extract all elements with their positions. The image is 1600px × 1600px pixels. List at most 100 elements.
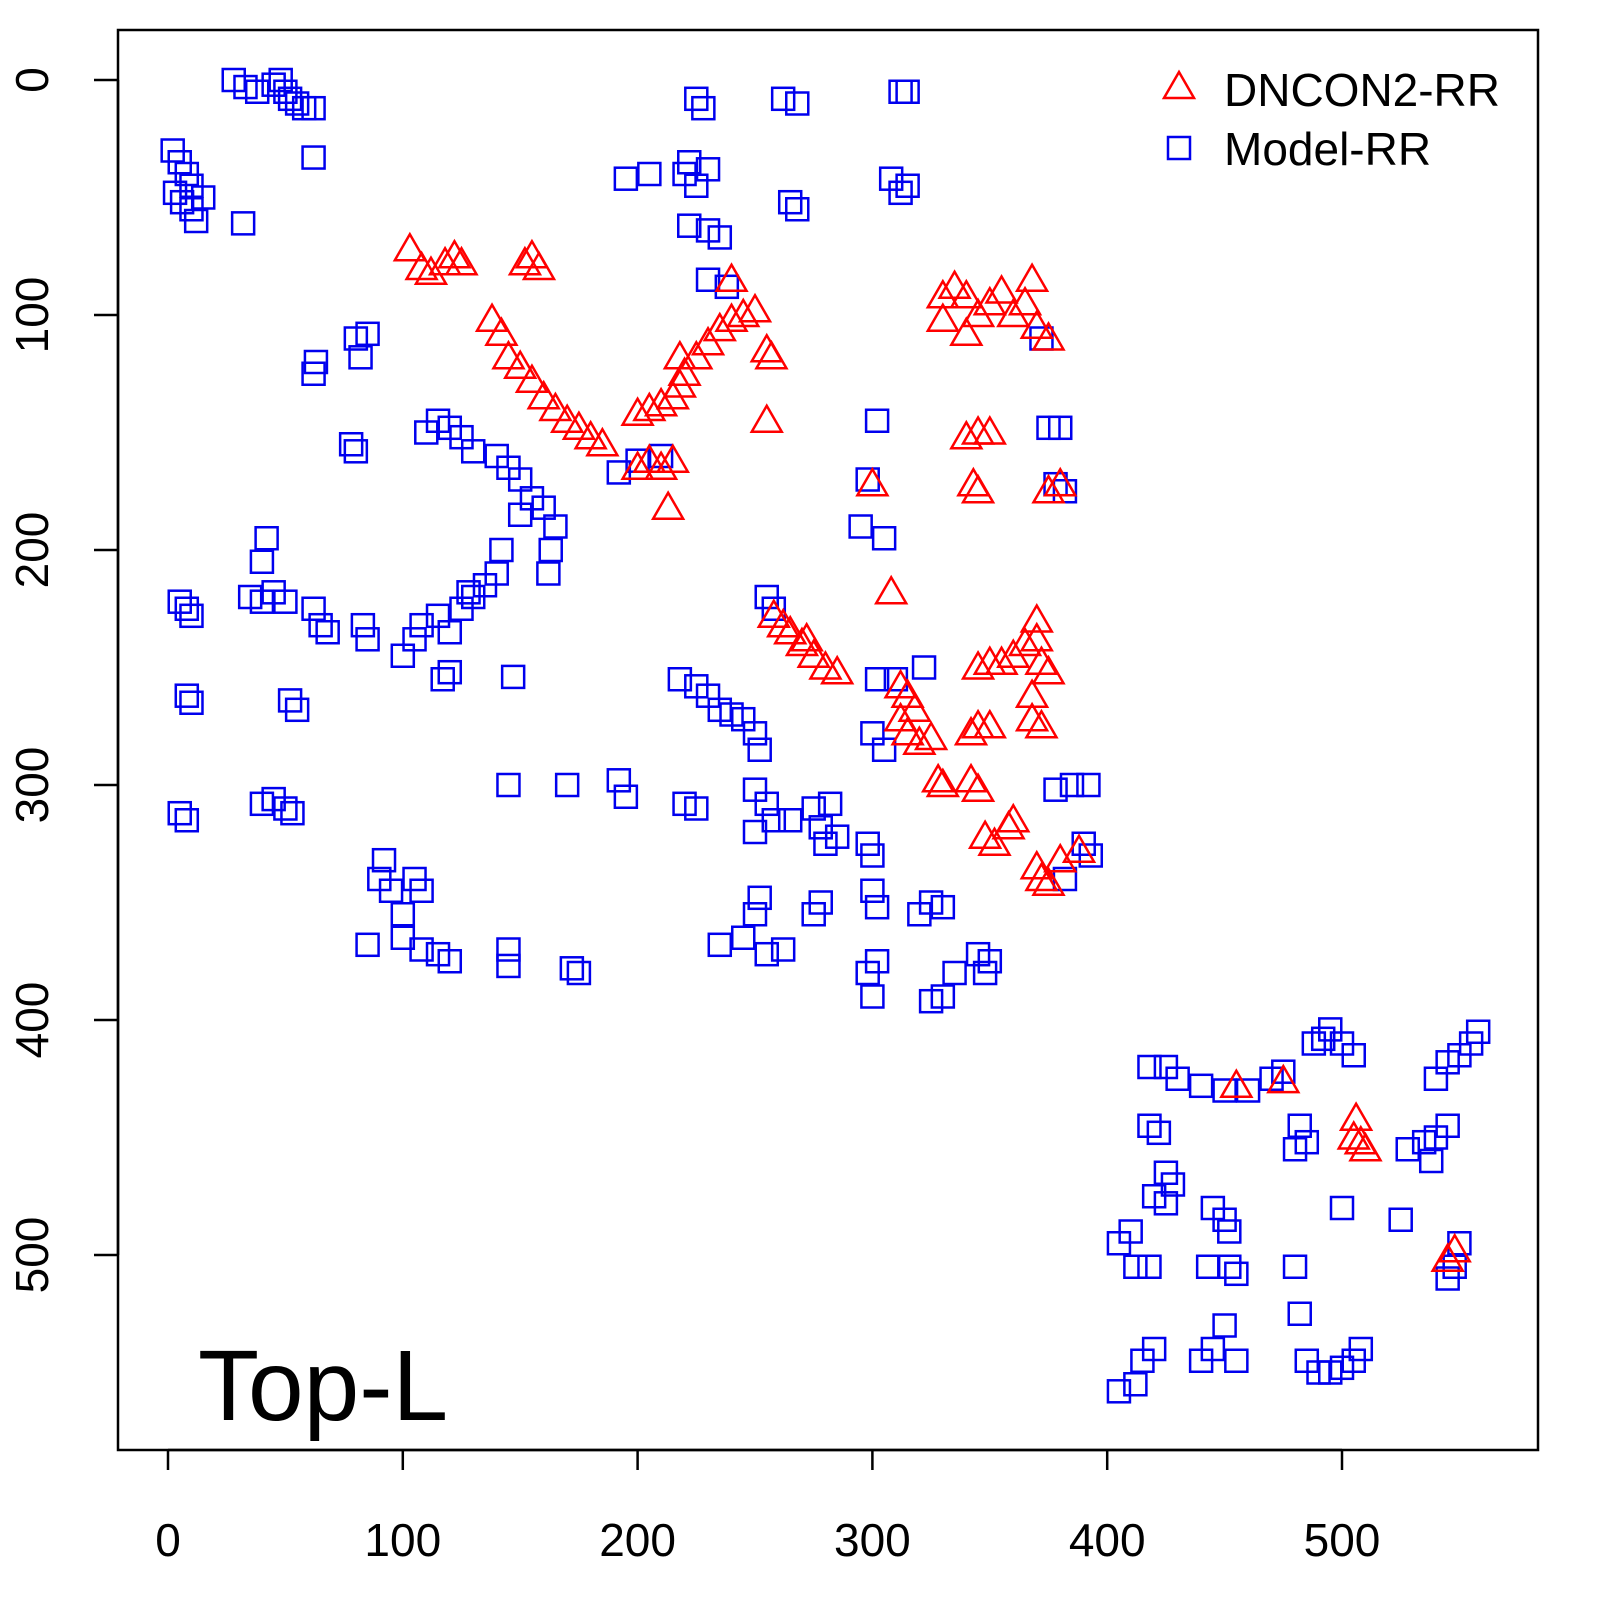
dncon2-rr-point bbox=[1219, 1068, 1254, 1099]
dncon2-rr-point bbox=[444, 245, 479, 276]
dncon2-rr-point bbox=[526, 379, 561, 410]
model-rr-point bbox=[179, 690, 204, 715]
model-rr-point bbox=[864, 408, 890, 433]
dncon2-rr-point bbox=[521, 250, 557, 281]
model-rr-point bbox=[301, 596, 326, 621]
dncon2-rr-point bbox=[1014, 701, 1050, 732]
dncon2-rr-point bbox=[925, 767, 961, 798]
model-rr-point bbox=[747, 885, 772, 911]
model-rr-point bbox=[174, 808, 200, 833]
dncon2-rr-point bbox=[737, 292, 773, 323]
model-rr-point bbox=[496, 772, 521, 798]
model-rr-point bbox=[637, 161, 662, 187]
dncon2-rr-point bbox=[1031, 473, 1066, 504]
model-rr-point bbox=[244, 79, 270, 104]
model-rr-point bbox=[930, 894, 956, 920]
model-rr-point bbox=[348, 345, 373, 370]
model-rr-point bbox=[860, 843, 885, 868]
dncon2-rr-point bbox=[1031, 654, 1066, 685]
legend: DNCON2-RR Model-RR bbox=[1161, 64, 1500, 175]
model-rr-point bbox=[1195, 1254, 1221, 1279]
model-rr-point bbox=[1217, 1254, 1242, 1279]
model-rr-point bbox=[1130, 1348, 1155, 1373]
y-tick-label: 500 bbox=[6, 1217, 58, 1294]
model-rr-point bbox=[371, 847, 397, 873]
annotation-top-l: Top-L bbox=[198, 1330, 448, 1442]
model-rr-point bbox=[378, 878, 404, 903]
dncon2-rr-point bbox=[949, 419, 984, 450]
model-rr-point bbox=[888, 79, 913, 104]
model-rr-point bbox=[1294, 1129, 1320, 1155]
model-rr-point bbox=[883, 667, 909, 692]
model-rr-point bbox=[888, 180, 913, 206]
dncon2-rr-point bbox=[1007, 626, 1043, 657]
model-rr-point bbox=[409, 878, 434, 903]
model-rr-point bbox=[801, 796, 826, 821]
dncon2-rr-point bbox=[1024, 645, 1059, 676]
model-rr-point bbox=[977, 949, 1003, 974]
model-rr-point bbox=[268, 67, 293, 93]
model-rr-point bbox=[684, 86, 709, 112]
y-tick-label: 300 bbox=[6, 747, 58, 824]
model-rr-point bbox=[860, 878, 885, 903]
model-rr-point bbox=[280, 800, 305, 826]
dncon2-rr-point bbox=[960, 772, 996, 802]
model-rr-point bbox=[174, 683, 200, 708]
model-rr-point bbox=[277, 688, 303, 713]
legend-triangle-marker bbox=[1161, 69, 1197, 100]
dncon2-rr-point bbox=[977, 826, 1012, 856]
x-tick-label: 0 bbox=[155, 1514, 181, 1566]
dncon2-rr-point bbox=[796, 638, 831, 668]
dncon2-rr-point bbox=[484, 316, 519, 347]
model-rr-point bbox=[1423, 1066, 1449, 1091]
dncon2-rr-point bbox=[1019, 849, 1054, 880]
model-rr-point bbox=[277, 86, 303, 112]
model-rr-point bbox=[613, 784, 639, 809]
dncon2-rr-point bbox=[491, 339, 526, 370]
model-rr-point bbox=[1235, 1078, 1261, 1103]
model-rr-point bbox=[273, 796, 298, 821]
y-tick-label: 400 bbox=[6, 982, 58, 1059]
model-rr-point bbox=[1059, 772, 1085, 798]
model-rr-point bbox=[864, 667, 890, 692]
dncon2-rr-point bbox=[972, 708, 1007, 739]
model-rr-point bbox=[1271, 1059, 1296, 1084]
model-rr-point bbox=[817, 791, 843, 817]
model-rr-point bbox=[496, 953, 521, 979]
dncon2-rr-point bbox=[883, 668, 918, 699]
dncon2-rr-point bbox=[972, 414, 1007, 445]
dncon2-rr-point bbox=[967, 819, 1003, 849]
model-rr-point bbox=[777, 189, 803, 215]
model-rr-point bbox=[489, 537, 514, 563]
model-rr-point bbox=[566, 960, 592, 986]
model-rr-point bbox=[871, 526, 897, 551]
dncon2-rr-point bbox=[1336, 1119, 1371, 1150]
model-rr-point bbox=[1301, 1031, 1327, 1056]
model-rr-point bbox=[754, 791, 779, 817]
dncon2-rr-point bbox=[538, 391, 573, 422]
model-rr-point bbox=[284, 697, 310, 723]
x-tick-label: 100 bbox=[364, 1514, 441, 1566]
model-rr-point bbox=[554, 772, 580, 798]
model-rr-point bbox=[1188, 1073, 1214, 1099]
dncon2-rr-point bbox=[1437, 1232, 1472, 1263]
model-rr-point bbox=[1200, 1336, 1226, 1362]
dncon2-rr-point bbox=[766, 607, 801, 638]
model-rr-point bbox=[824, 824, 850, 849]
model-rr-point bbox=[848, 514, 873, 539]
model-rr-point bbox=[742, 902, 768, 927]
dncon2-rr-point bbox=[754, 339, 789, 370]
model-rr-point bbox=[1106, 1231, 1132, 1256]
dncon2-rr-point bbox=[437, 238, 472, 269]
dncon2-rr-point bbox=[1019, 309, 1054, 339]
dncon2-rr-point bbox=[643, 450, 679, 480]
model-rr-point bbox=[1435, 1113, 1460, 1138]
dncon2-rr-point bbox=[714, 302, 749, 332]
dncon2-rr-point bbox=[726, 297, 761, 328]
model-rr-point bbox=[355, 932, 380, 958]
dncon2-rr-point bbox=[960, 473, 996, 504]
dncon2-rr-point bbox=[949, 278, 984, 309]
model-rr-point bbox=[254, 526, 279, 551]
model-rr-point bbox=[860, 984, 885, 1009]
